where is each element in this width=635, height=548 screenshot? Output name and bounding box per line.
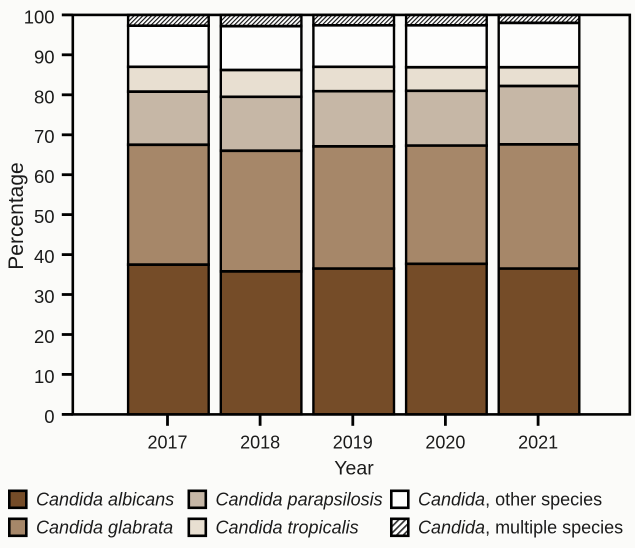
svg-text:30: 30 [34, 286, 55, 307]
svg-text:20: 20 [34, 326, 55, 347]
svg-text:50: 50 [34, 206, 55, 227]
svg-text:0: 0 [44, 406, 54, 427]
svg-text:Candida tropicalis: Candida tropicalis [216, 517, 359, 537]
svg-text:100: 100 [24, 6, 55, 27]
svg-text:70: 70 [34, 126, 55, 147]
svg-text:60: 60 [34, 166, 55, 187]
svg-text:80: 80 [34, 86, 55, 107]
svg-text:Candida albicans: Candida albicans [36, 489, 174, 509]
svg-text:2021: 2021 [518, 433, 558, 453]
svg-text:Candida glabrata: Candida glabrata [36, 517, 173, 537]
svg-text:2017: 2017 [147, 433, 187, 453]
svg-text:40: 40 [34, 246, 55, 267]
svg-text:2018: 2018 [240, 433, 280, 453]
svg-text:Candida, multiple species: Candida, multiple species [418, 517, 623, 537]
svg-text:Year: Year [334, 458, 374, 480]
svg-text:90: 90 [34, 46, 55, 67]
svg-text:Candida parapsilosis: Candida parapsilosis [216, 489, 383, 509]
svg-text:Candida, other species: Candida, other species [418, 489, 602, 509]
svg-text:10: 10 [34, 366, 55, 387]
svg-text:2020: 2020 [425, 433, 465, 453]
svg-text:2019: 2019 [333, 433, 373, 453]
svg-text:Percentage: Percentage [5, 162, 28, 269]
